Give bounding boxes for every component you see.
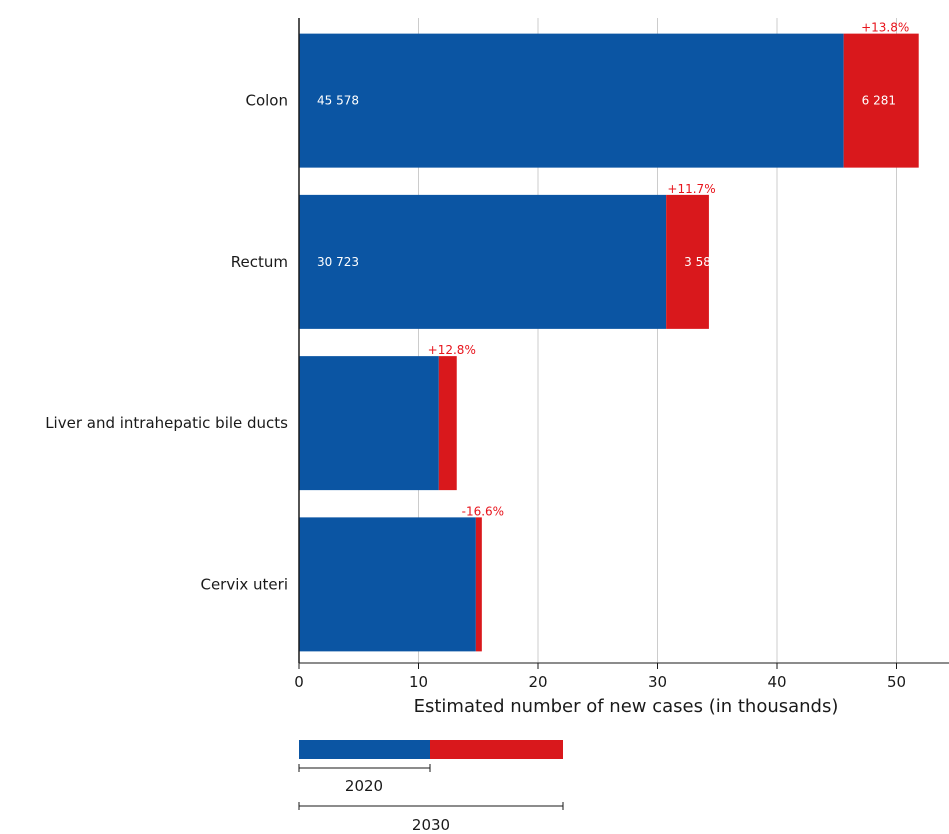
legend-label-2020: 2020 — [345, 777, 383, 795]
bar-increase — [666, 194, 709, 329]
bar-value-label: 30 723 — [317, 255, 359, 269]
category-label: Liver and intrahepatic bile ducts — [45, 414, 288, 432]
x-axis-title: Estimated number of new cases (in thousa… — [414, 696, 839, 717]
bar-value-label: 6 281 — [862, 94, 896, 108]
bar-2020 — [299, 517, 476, 652]
x-tick-label: 40 — [767, 673, 786, 691]
category-label: Colon — [245, 92, 288, 110]
change-percent-label: +12.8% — [428, 343, 476, 357]
bar-2020 — [299, 356, 439, 491]
legend: 2020 2030 — [298, 740, 564, 834]
change-percent-label: +11.7% — [667, 182, 715, 196]
bar-2020 — [299, 33, 844, 168]
x-tick-label: 30 — [648, 673, 667, 691]
category-label: Rectum — [231, 253, 288, 271]
bar-value-label: 3 58 — [684, 255, 711, 269]
bar-2020 — [299, 194, 667, 329]
category-label: Cervix uteri — [200, 575, 288, 593]
bar-increase — [438, 356, 457, 491]
x-tick-label: 20 — [528, 673, 547, 691]
x-tick-label: 0 — [294, 673, 304, 691]
x-tick-label: 10 — [409, 673, 428, 691]
change-percent-label: -16.6% — [462, 504, 504, 518]
category-labels: Colon Rectum Liver and intrahepatic bile d… — [45, 92, 288, 594]
legend-swatch-2030 — [430, 740, 563, 759]
legend-label-2030: 2030 — [412, 816, 450, 834]
x-axis-ticks: 0 10 20 30 40 50 — [294, 663, 906, 691]
change-percent-label: +13.8% — [861, 21, 909, 35]
bars: 45 578 6 281 +13.8% 30 723 3 58 +11.7% +12.8% -… — [299, 21, 919, 652]
bar-value-label: 45 578 — [317, 94, 359, 108]
bar-increase — [475, 517, 482, 652]
legend-swatch-2020 — [299, 740, 430, 759]
bar-increase — [843, 33, 919, 168]
x-tick-label: 50 — [887, 673, 906, 691]
